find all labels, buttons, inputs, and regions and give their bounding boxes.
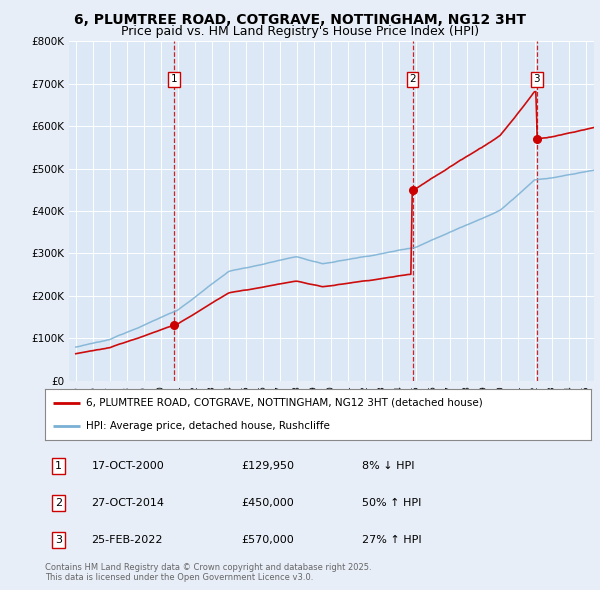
Text: 3: 3 [533,74,540,84]
Text: 6, PLUMTREE ROAD, COTGRAVE, NOTTINGHAM, NG12 3HT: 6, PLUMTREE ROAD, COTGRAVE, NOTTINGHAM, … [74,13,526,27]
Text: 2: 2 [55,498,62,508]
Text: £570,000: £570,000 [242,535,295,545]
Text: 1: 1 [171,74,178,84]
Text: Price paid vs. HM Land Registry's House Price Index (HPI): Price paid vs. HM Land Registry's House … [121,25,479,38]
Text: 8% ↓ HPI: 8% ↓ HPI [362,461,414,471]
Text: 6, PLUMTREE ROAD, COTGRAVE, NOTTINGHAM, NG12 3HT (detached house): 6, PLUMTREE ROAD, COTGRAVE, NOTTINGHAM, … [86,398,482,408]
Text: £450,000: £450,000 [242,498,295,508]
Text: 1: 1 [55,461,62,471]
Text: 50% ↑ HPI: 50% ↑ HPI [362,498,421,508]
Text: £129,950: £129,950 [242,461,295,471]
Text: 27-OCT-2014: 27-OCT-2014 [91,498,164,508]
Text: 17-OCT-2000: 17-OCT-2000 [91,461,164,471]
Text: 3: 3 [55,535,62,545]
Text: HPI: Average price, detached house, Rushcliffe: HPI: Average price, detached house, Rush… [86,421,330,431]
Text: 27% ↑ HPI: 27% ↑ HPI [362,535,421,545]
Text: Contains HM Land Registry data © Crown copyright and database right 2025.
This d: Contains HM Land Registry data © Crown c… [45,563,371,582]
Text: 25-FEB-2022: 25-FEB-2022 [91,535,163,545]
Text: 2: 2 [409,74,416,84]
